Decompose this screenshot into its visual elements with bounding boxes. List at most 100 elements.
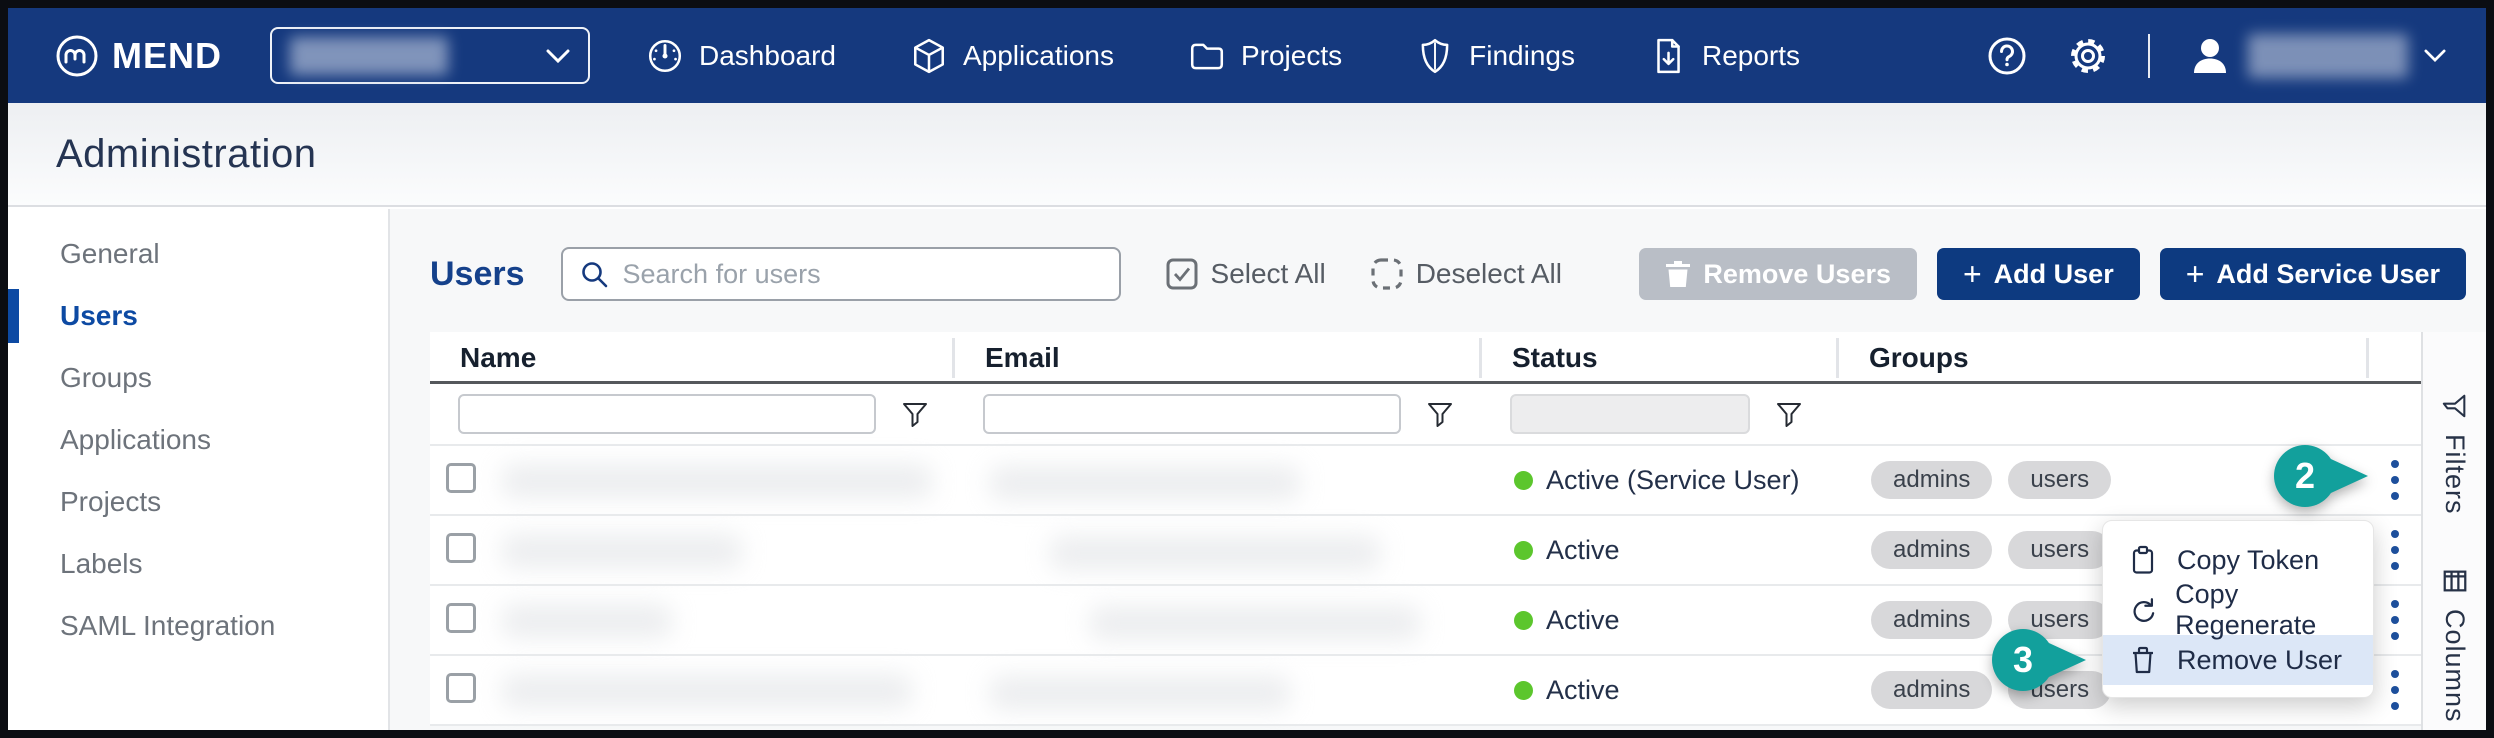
- applications-cube-icon: [910, 37, 948, 75]
- row-checkbox[interactable]: [446, 462, 476, 493]
- email-filter-input[interactable]: [983, 394, 1401, 434]
- deselect-all-label: Deselect All: [1415, 258, 1562, 289]
- mend-logo-icon: [54, 33, 100, 79]
- main-nav: Dashboard Applications Projects: [646, 37, 1800, 75]
- nav-applications[interactable]: Applications: [910, 37, 1114, 75]
- nav-label: Reports: [1701, 39, 1801, 71]
- sidebar-item-saml-integration[interactable]: SAML Integration: [8, 595, 388, 657]
- select-all-checkbox-icon: [1166, 258, 1198, 290]
- column-header-actions: [2369, 332, 2421, 384]
- sidebar-item-users[interactable]: Users: [8, 285, 388, 347]
- add-user-button[interactable]: + Add User: [1936, 248, 2140, 300]
- status-dot-icon: [1514, 470, 1533, 490]
- row-actions-kebab-icon[interactable]: [2369, 460, 2421, 500]
- trash-icon: [2133, 646, 2153, 674]
- sidebar-item-projects[interactable]: Projects: [8, 471, 388, 533]
- sidebar-item-general[interactable]: General: [8, 223, 388, 285]
- group-chip: admins: [1871, 461, 1993, 499]
- status-label: Active: [1546, 674, 1620, 705]
- findings-shield-icon: [1416, 37, 1454, 75]
- redacted-name: [502, 604, 672, 638]
- nav-findings[interactable]: Findings: [1416, 37, 1575, 75]
- sidebar-item-label: Applications: [60, 424, 211, 455]
- users-table: Name Email Status Groups: [430, 332, 2421, 726]
- callout-badge-2: 2: [2274, 445, 2378, 507]
- nav-projects[interactable]: Projects: [1188, 37, 1342, 75]
- sidebar-item-label: Groups: [60, 362, 152, 393]
- menu-item-copy-regenerate[interactable]: Copy Regenerate: [2103, 579, 2373, 640]
- groups-cell: admins users: [1839, 601, 2369, 639]
- nav-label: Projects: [1240, 39, 1343, 71]
- user-avatar-icon: [2188, 34, 2232, 78]
- sidebar-item-labels[interactable]: Labels: [8, 533, 388, 595]
- status-cell: Active (Service User): [1482, 465, 1839, 496]
- remove-users-button[interactable]: Remove Users: [1639, 248, 1917, 300]
- redacted-name: [502, 534, 742, 568]
- menu-item-remove-user[interactable]: Remove User: [2103, 635, 2373, 685]
- column-separator: [1836, 338, 1839, 378]
- button-label: Add User: [1993, 258, 2114, 289]
- groups-cell: admins users: [1839, 531, 2369, 569]
- row-checkbox[interactable]: [446, 672, 476, 703]
- name-filter-funnel-icon[interactable]: [900, 399, 930, 429]
- trash-icon: [1666, 261, 1691, 287]
- nav-label: Applications: [962, 39, 1114, 71]
- settings-gear-icon[interactable]: [2066, 34, 2110, 78]
- name-filter-input[interactable]: [458, 394, 876, 434]
- user-search: [560, 247, 1121, 301]
- users-panel: Users Select All: [390, 209, 2486, 730]
- topbar-divider: [2148, 33, 2150, 78]
- active-indicator: [8, 289, 19, 343]
- mend-logo[interactable]: MEND: [54, 33, 222, 79]
- status-dot-icon: [1514, 610, 1533, 630]
- sidebar-item-groups[interactable]: Groups: [8, 347, 388, 409]
- group-chip: admins: [1871, 601, 1993, 639]
- columns-rail-tab[interactable]: Columns: [2439, 567, 2470, 723]
- row-actions-kebab-icon[interactable]: [2369, 530, 2421, 570]
- nav-label: Findings: [1469, 39, 1575, 71]
- column-header-groups: Groups: [1839, 332, 2369, 384]
- email-filter-funnel-icon[interactable]: [1425, 399, 1455, 429]
- row-actions-kebab-icon[interactable]: [2369, 600, 2421, 640]
- redacted-name: [502, 464, 932, 498]
- redacted-email: [1050, 536, 1380, 570]
- user-menu[interactable]: [2188, 33, 2446, 78]
- search-input[interactable]: [622, 258, 1103, 290]
- row-checkbox[interactable]: [446, 532, 476, 563]
- nav-reports[interactable]: Reports: [1649, 37, 1800, 75]
- column-separator: [2366, 338, 2369, 378]
- add-service-user-button[interactable]: + Add Service User: [2159, 248, 2466, 300]
- select-all-label: Select All: [1210, 258, 1326, 289]
- content-area: General Users Groups Applications Projec…: [8, 209, 2486, 730]
- column-header-status: Status: [1482, 332, 1839, 384]
- table-body: Active (Service User) admins users: [430, 446, 2421, 726]
- status-dot-icon: [1514, 680, 1533, 700]
- deselect-all-button[interactable]: Deselect All: [1370, 257, 1562, 291]
- callout-number: 3: [1992, 629, 2054, 691]
- status-label: Active: [1546, 604, 1620, 635]
- row-checkbox[interactable]: [446, 602, 476, 633]
- org-selector-dropdown[interactable]: [270, 27, 590, 84]
- filters-rail-tab[interactable]: Filters: [2439, 392, 2470, 515]
- brand-name: MEND: [112, 34, 222, 76]
- sidebar-item-label: Labels: [60, 548, 143, 579]
- table-row: Active (Service User) admins users: [430, 446, 2421, 516]
- sidebar-item-label: SAML Integration: [60, 610, 276, 641]
- status-filter-funnel-icon[interactable]: [1774, 399, 1804, 429]
- status-filter-input[interactable]: [1510, 394, 1750, 434]
- column-header-email: Email: [955, 332, 1482, 384]
- rail-tab-label: Columns: [2440, 608, 2470, 723]
- regenerate-icon: [2133, 598, 2155, 622]
- sidebar-item-applications[interactable]: Applications: [8, 409, 388, 471]
- chevron-down-icon: [546, 49, 570, 63]
- nav-dashboard[interactable]: Dashboard: [646, 37, 836, 75]
- select-all-button[interactable]: Select All: [1165, 257, 1326, 291]
- menu-item-copy-token[interactable]: Copy Token: [2103, 535, 2373, 585]
- menu-item-label: Remove User: [2177, 644, 2343, 675]
- help-icon[interactable]: [1986, 35, 2028, 77]
- redacted-email: [990, 676, 1290, 710]
- nav-label: Dashboard: [699, 39, 836, 71]
- row-actions-kebab-icon[interactable]: [2369, 670, 2421, 710]
- columns-icon: [2443, 570, 2466, 591]
